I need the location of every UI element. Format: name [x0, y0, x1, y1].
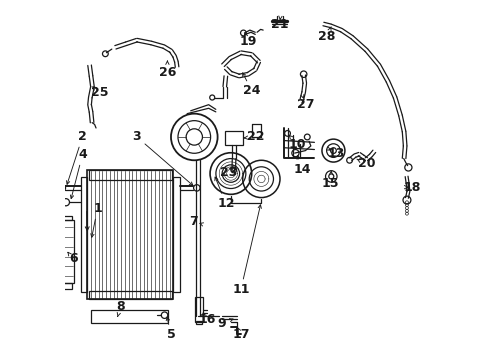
- Bar: [91, 310, 168, 323]
- Text: 4: 4: [78, 148, 86, 161]
- Text: 9: 9: [217, 317, 225, 330]
- Text: 16: 16: [198, 313, 215, 327]
- Text: 19: 19: [239, 35, 256, 49]
- Bar: [195, 297, 203, 321]
- Text: 18: 18: [403, 181, 420, 194]
- Text: 3: 3: [132, 130, 141, 144]
- Bar: [62, 283, 72, 289]
- Text: 1: 1: [93, 202, 102, 215]
- Text: 12: 12: [217, 197, 234, 210]
- Text: 7: 7: [189, 215, 198, 228]
- Bar: [196, 320, 202, 324]
- Text: 23: 23: [219, 166, 237, 179]
- Bar: [224, 131, 243, 145]
- Bar: [62, 216, 72, 220]
- Text: 11: 11: [232, 283, 249, 296]
- Text: 22: 22: [246, 130, 264, 144]
- Text: 26: 26: [159, 66, 176, 79]
- Text: 17: 17: [232, 328, 249, 341]
- Bar: [61, 220, 74, 283]
- Text: 5: 5: [166, 328, 175, 341]
- Bar: [89, 291, 171, 299]
- Text: 14: 14: [292, 163, 310, 176]
- Text: 28: 28: [318, 30, 335, 43]
- Bar: [89, 170, 171, 180]
- Text: 25: 25: [90, 86, 108, 99]
- Text: 20: 20: [357, 157, 374, 170]
- Bar: [87, 170, 173, 299]
- Text: 2: 2: [78, 130, 86, 144]
- Bar: [81, 177, 87, 292]
- Text: 21: 21: [270, 18, 288, 31]
- Bar: [173, 177, 180, 292]
- Text: 8: 8: [116, 300, 125, 313]
- Text: 6: 6: [69, 252, 77, 265]
- Text: 10: 10: [288, 138, 305, 150]
- Text: 15: 15: [321, 177, 339, 190]
- Text: 13: 13: [326, 147, 344, 159]
- Text: 24: 24: [243, 84, 260, 97]
- Text: 27: 27: [296, 98, 314, 111]
